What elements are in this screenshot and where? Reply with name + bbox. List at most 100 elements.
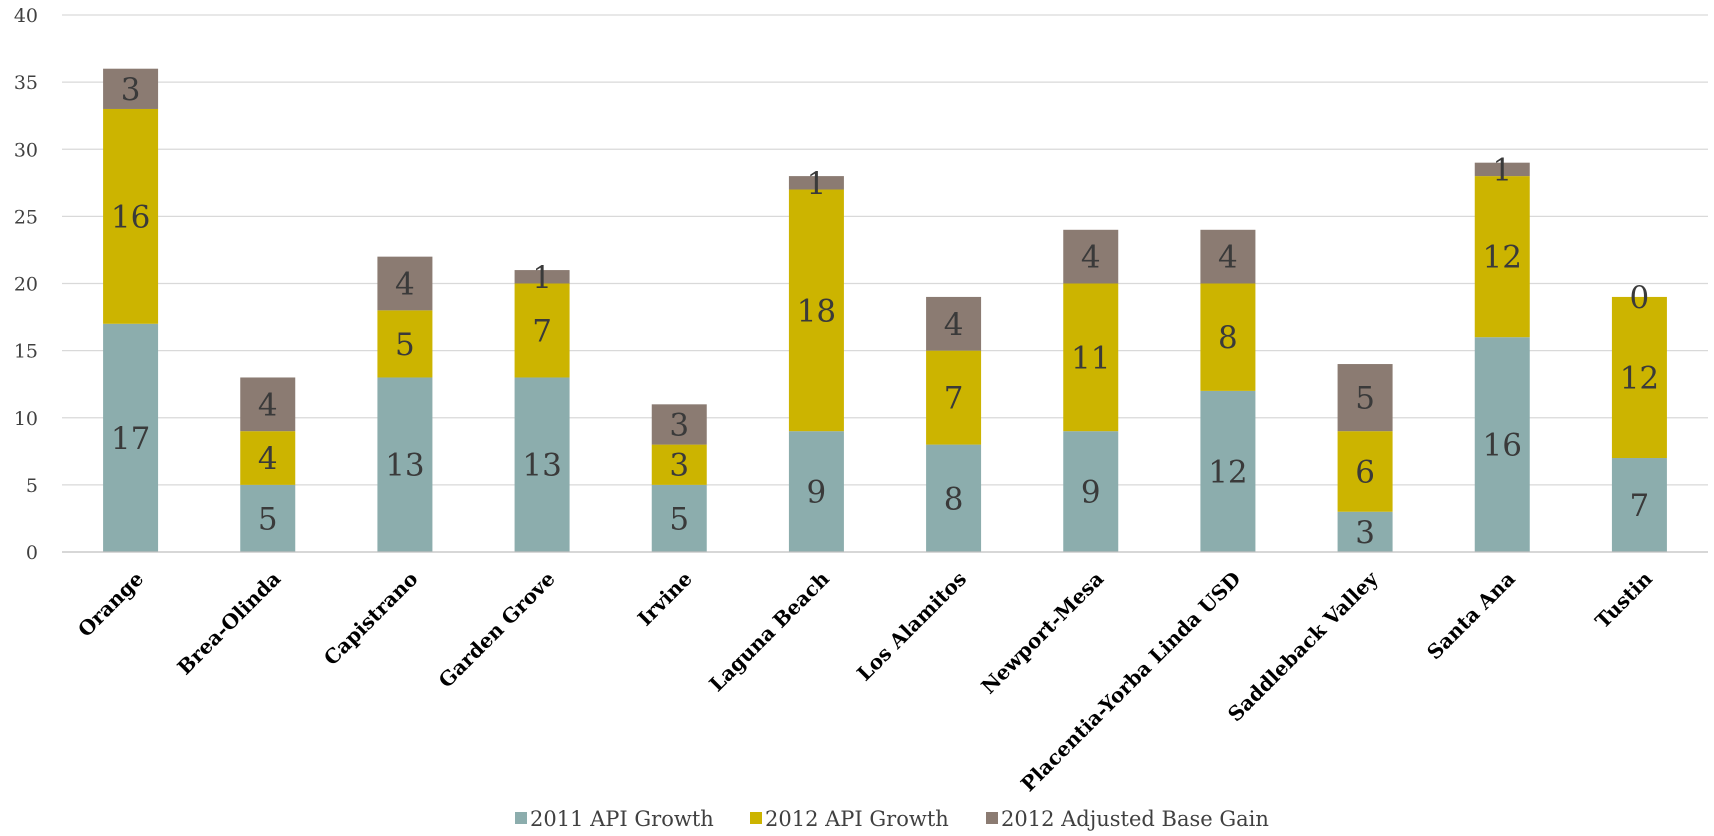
y-tick-label: 10: [14, 408, 38, 430]
x-category-label: Placentia-Yorba Linda USD: [1016, 567, 1246, 797]
data-label: 16: [1483, 428, 1522, 464]
bar-segment: [788, 431, 844, 552]
bar-stack: 3 6 5: [1337, 364, 1393, 552]
x-axis-category-labels: Orange Brea-Olinda Capistrano Garden Grove I…: [73, 566, 1657, 797]
data-label: 18: [797, 293, 836, 329]
data-label: 4: [944, 307, 964, 343]
data-label: 12: [1483, 240, 1522, 276]
bar-segment: [651, 444, 707, 485]
data-label: 0: [1630, 280, 1650, 316]
data-label: 6: [1355, 454, 1375, 490]
y-tick-label: 5: [26, 475, 38, 497]
bar-stack: 9 18 1: [788, 166, 844, 552]
bar-stack: 13 7 1: [514, 260, 570, 552]
bar-segment: [1200, 390, 1256, 552]
legend-item: 2012 API Growth: [750, 807, 949, 831]
bar-segment: [1063, 283, 1119, 432]
data-label: 5: [1355, 381, 1375, 417]
data-label: 3: [669, 448, 689, 484]
data-label: 5: [258, 501, 278, 537]
x-category-label: Santa Ana: [1422, 567, 1520, 665]
bar-stack: 7 12 0: [1611, 280, 1667, 552]
data-label: 1: [807, 166, 827, 202]
bar-segment: [926, 296, 982, 351]
x-category-label: Saddleback Valley: [1223, 566, 1384, 727]
bar-segment: [240, 431, 296, 485]
bar-segment: [1474, 176, 1530, 338]
data-label: 17: [111, 421, 150, 457]
legend-item: 2012 Adjusted Base Gain: [986, 807, 1269, 831]
bar-segment: [926, 350, 982, 445]
x-category-label: Newport-Mesa: [976, 567, 1108, 699]
legend-swatch: [986, 812, 998, 824]
data-label: 8: [1218, 320, 1238, 356]
data-label: 12: [1208, 454, 1247, 490]
data-label: 13: [522, 448, 561, 484]
bars: 1716354413541371533918187491141284365161…: [103, 68, 1667, 552]
x-category-label: Garden Grove: [434, 567, 560, 693]
bar-segment: [1474, 162, 1530, 177]
bar-segment: [651, 404, 707, 445]
bar-segment: [240, 377, 296, 432]
bar-segment: [1474, 337, 1530, 552]
data-label: 9: [807, 475, 827, 511]
y-tick-label: 35: [14, 72, 38, 94]
y-tick-label: 25: [14, 206, 38, 228]
y-tick-label: 40: [14, 5, 38, 27]
bar-segment: [514, 377, 570, 552]
legend-swatch: [750, 812, 762, 824]
data-label: 12: [1620, 360, 1659, 396]
x-category-label: Brea-Olinda: [172, 567, 285, 680]
bar-segment: [377, 256, 433, 311]
bar-segment: [1337, 431, 1393, 512]
legend-label: 2012 Adjusted Base Gain: [1001, 807, 1269, 831]
bar-stack: 5 3 3: [651, 404, 707, 552]
data-label: 7: [532, 313, 552, 349]
x-category-label: Laguna Beach: [704, 566, 834, 696]
legend-label: 2012 API Growth: [765, 807, 949, 831]
bar-segment: [1200, 229, 1256, 284]
data-label: 4: [258, 441, 278, 477]
bar-segment: [514, 270, 570, 284]
gridlines: [62, 14, 1708, 486]
legend: 2011 API Growth 2012 API Growth 2012 Adjus…: [515, 807, 1269, 831]
x-category-label: Capistrano: [319, 567, 422, 670]
data-label: 1: [1492, 152, 1512, 188]
data-label: 11: [1071, 340, 1110, 376]
bar-stack: 8 7 4: [926, 296, 982, 552]
x-category-label: Irvine: [633, 567, 697, 631]
bar-segment: [1337, 364, 1393, 432]
bar-segment: [788, 189, 844, 432]
data-label: 4: [258, 387, 278, 423]
x-category-label: Tustin: [1590, 566, 1657, 633]
bar-segment: [788, 176, 844, 190]
data-label: 5: [669, 501, 689, 537]
bar-segment: [1200, 283, 1256, 391]
x-category-label: Los Alamitos: [852, 567, 971, 686]
bar-segment: [103, 323, 159, 552]
legend-swatch: [515, 812, 527, 824]
data-label: 3: [669, 407, 689, 443]
data-label: 9: [1081, 475, 1101, 511]
data-label: 3: [1355, 515, 1375, 551]
y-tick-label: 0: [26, 542, 38, 564]
bar-segment: [377, 310, 433, 378]
y-tick-label: 15: [14, 341, 38, 363]
bar-segment: [103, 68, 159, 109]
bar-segment: [1337, 511, 1393, 552]
bar-segment: [377, 377, 433, 552]
bar-segment: [1063, 229, 1119, 284]
bar-stack: 9 11 4: [1063, 229, 1119, 552]
data-label: 3: [121, 72, 141, 108]
bar-segment: [514, 283, 570, 378]
data-label: 1: [532, 260, 552, 296]
data-label: 5: [395, 327, 415, 363]
bar-segment: [1611, 296, 1667, 459]
data-label: 13: [385, 448, 424, 484]
bar-stack: 5 4 4: [240, 377, 296, 552]
bar-segment: [651, 484, 707, 552]
data-label: 8: [944, 481, 964, 517]
bar-stack: 13 5 4: [377, 256, 433, 552]
data-label: 4: [1081, 240, 1101, 276]
